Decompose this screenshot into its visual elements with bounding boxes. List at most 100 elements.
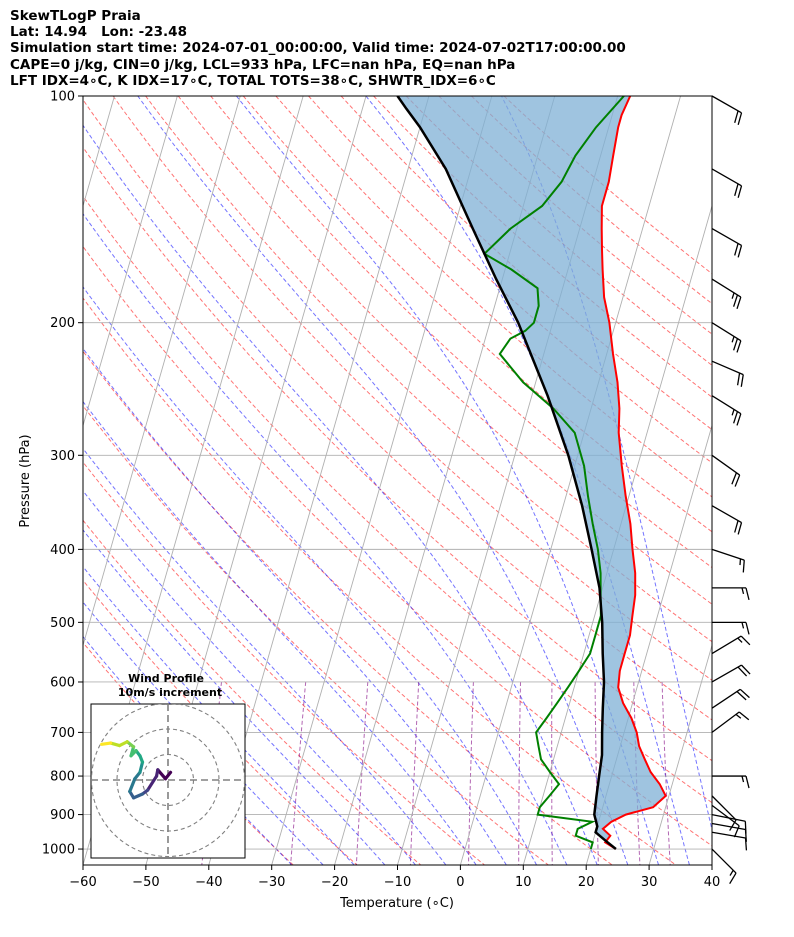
y-tick-label: 300 — [50, 449, 75, 464]
barb-half — [731, 292, 735, 299]
barb-full — [742, 560, 745, 573]
dry-adiabat — [83, 146, 712, 762]
barb-full — [739, 688, 750, 699]
cape-cin-shading — [397, 96, 666, 849]
dewpoint-line — [482, 96, 625, 850]
mixing-ratio-line — [290, 681, 307, 865]
barb-half — [731, 336, 735, 343]
barb-full — [740, 635, 751, 646]
x-tick-label: −40 — [195, 875, 222, 890]
mixing-ratio-line — [661, 681, 671, 865]
moist-adiabat — [83, 490, 416, 865]
hodograph-title: Wind Profile — [128, 672, 204, 685]
dry-adiabat — [112, 96, 712, 681]
wind-barb — [712, 621, 750, 635]
cape-line: CAPE=0 j/kg, CIN=0 j/kg, LCL=933 hPa, LF… — [10, 56, 516, 73]
dry-adiabat — [145, 96, 712, 643]
mixing-ratio-line — [468, 681, 474, 865]
y-tick-label: 100 — [50, 90, 75, 105]
barb-half — [729, 869, 734, 876]
barb-staff — [711, 548, 745, 561]
barb-full — [736, 413, 742, 426]
barb-staff — [711, 711, 740, 733]
skewed-isotherms — [83, 96, 712, 865]
barb-staff — [711, 822, 746, 831]
barb-full — [733, 294, 739, 307]
barb-full — [734, 520, 739, 533]
x-tick-label: −60 — [69, 875, 96, 890]
dry-adiabat — [83, 350, 613, 865]
isotherm — [648, 643, 712, 865]
barb-full — [736, 691, 747, 701]
barb-full — [733, 825, 740, 838]
barb-staff — [711, 505, 742, 524]
y-axis-ticks: 100 200 300 400 500 600 700 800 900 1000 — [42, 90, 83, 858]
barb-full — [737, 245, 743, 258]
hodograph-segment — [138, 760, 145, 774]
moist-adiabat — [83, 286, 538, 865]
barb-staff — [711, 278, 742, 298]
barb-full — [740, 374, 744, 387]
barb-full — [737, 185, 743, 198]
dry-adiabat — [83, 519, 422, 865]
barb-half — [731, 409, 735, 416]
mixing-ratio-line — [594, 682, 599, 865]
barb-staff — [711, 688, 741, 709]
barb-half — [741, 775, 745, 783]
dry-adiabat — [83, 579, 358, 865]
y-tick-label: 500 — [50, 616, 75, 631]
wind-barb — [711, 228, 743, 258]
barb-full — [736, 372, 741, 386]
profile-series — [396, 96, 667, 850]
barb-full — [744, 821, 747, 834]
barb-staff — [711, 848, 737, 874]
dry-adiabat — [83, 405, 549, 865]
barb-full — [745, 775, 750, 789]
wind-barb — [711, 831, 748, 851]
hodograph-plot — [91, 704, 245, 858]
mixing-ratio-line — [409, 681, 420, 865]
barb-full — [729, 819, 737, 831]
dry-adiabat — [83, 245, 712, 847]
barb-full — [745, 587, 750, 601]
hodograph-segment — [146, 774, 159, 792]
y-axis-label: Pressure (hPa) — [18, 434, 33, 527]
x-tick-label: −10 — [384, 875, 411, 890]
barb-full — [731, 472, 738, 485]
location-line: Lat: 14.94 Lon: -23.48 — [10, 24, 187, 41]
barb-full — [737, 666, 748, 677]
barb-full — [733, 411, 739, 424]
wind-barb — [711, 795, 737, 831]
moist-adiabat — [365, 96, 690, 865]
wind-barb — [711, 664, 751, 683]
y-tick-label: 400 — [50, 543, 75, 558]
y-tick-label: 1000 — [42, 843, 75, 858]
x-tick-label: −20 — [321, 875, 348, 890]
wind-barb — [711, 711, 750, 733]
isotherm — [83, 96, 178, 428]
dry-adiabat — [210, 96, 712, 569]
wind-barb — [712, 775, 750, 789]
hodograph-inset: Wind Profile 10m/s increment — [90, 672, 246, 859]
mixing-ratio-line — [551, 682, 553, 865]
barb-staff — [711, 635, 742, 655]
isotherm — [459, 96, 681, 865]
wind-barb — [712, 587, 750, 601]
y-tick-label: 600 — [50, 675, 75, 690]
wind-barb — [711, 505, 743, 535]
wind-barb — [711, 688, 750, 709]
barb-staff — [711, 228, 742, 247]
barb-full — [734, 110, 739, 123]
mixing-ratio-line — [355, 681, 369, 865]
plot-area — [83, 96, 712, 865]
moist-adiabat — [83, 601, 324, 865]
moist-adiabat — [83, 124, 598, 865]
hodograph-segment — [131, 792, 145, 800]
x-tick-label: 40 — [704, 875, 721, 890]
barb-full — [734, 243, 739, 256]
wind-barb — [711, 360, 744, 387]
wind-barb — [711, 322, 742, 353]
moist-adiabats — [83, 96, 712, 865]
wind-barbs — [711, 95, 751, 885]
